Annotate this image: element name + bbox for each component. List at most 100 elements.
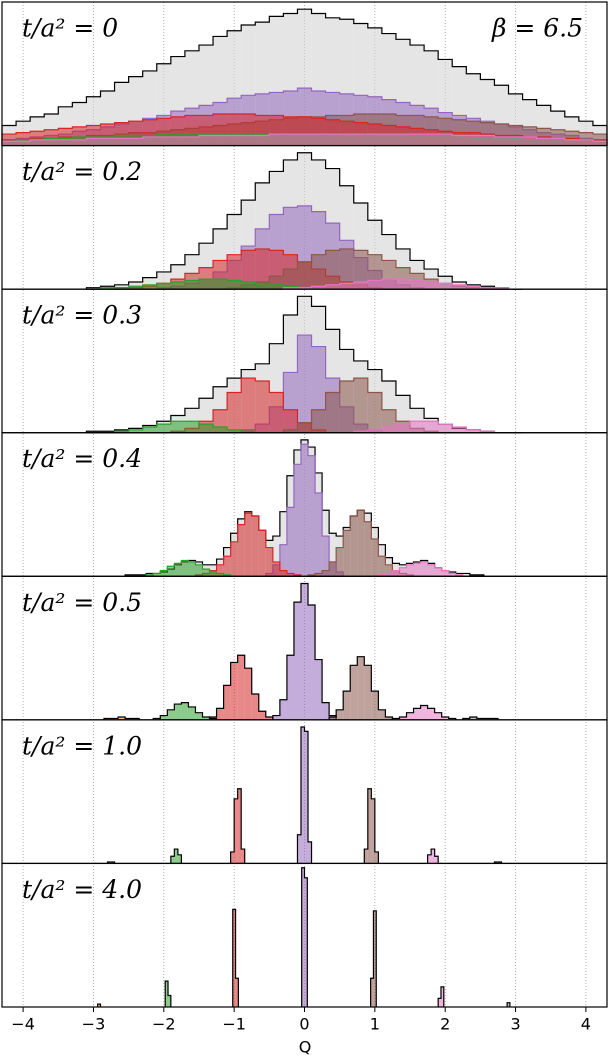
histogram-bar: [424, 281, 439, 290]
histogram-bar: [139, 574, 147, 577]
histogram-bar: [132, 574, 140, 577]
histogram-bar: [406, 712, 414, 720]
histogram-bar: [160, 570, 168, 577]
histogram-bar: [308, 455, 316, 577]
histogram-bar: [100, 431, 115, 433]
histogram-bar: [244, 513, 252, 577]
histogram-bar: [213, 426, 228, 433]
histogram-bar: [216, 564, 224, 577]
histogram-bar: [107, 861, 112, 864]
histogram-bar: [86, 287, 101, 290]
histogram-bar: [469, 574, 477, 577]
histogram-bar: [438, 424, 453, 433]
histogram-bar: [272, 561, 280, 577]
histogram-bar: [114, 431, 129, 433]
histogram-bar: [434, 856, 439, 864]
histogram-bar: [357, 656, 365, 720]
histogram-bar: [125, 574, 133, 577]
histogram-bar: [367, 429, 382, 433]
histogram-bar: [111, 861, 115, 864]
histogram-bar: [255, 381, 270, 433]
histogram-bar: [272, 536, 280, 577]
histogram-bar: [156, 136, 171, 146]
histogram-bar: [188, 706, 196, 720]
histogram-bar: [293, 464, 301, 577]
panel-label: t/a² = 4.0: [22, 875, 142, 904]
histogram-bar: [188, 561, 196, 577]
histogram-bar: [142, 277, 157, 290]
histogram-outline: [1, 113, 608, 146]
histogram-bar: [353, 378, 368, 433]
histogram-bar: [227, 392, 242, 433]
histogram-bar: [329, 716, 337, 720]
histogram-bar: [452, 135, 467, 146]
histogram-outline: [85, 152, 523, 290]
histogram-bar: [114, 284, 129, 290]
histogram-bar: [279, 511, 287, 577]
histogram-bar: [311, 134, 326, 146]
histogram-bar: [30, 139, 45, 146]
histogram-bar: [395, 279, 411, 290]
histogram-bar: [181, 560, 189, 577]
histogram-outline: [97, 1003, 102, 1007]
histogram-bar: [427, 708, 435, 720]
x-axis-label: Q: [299, 1038, 312, 1057]
histogram-bar: [336, 547, 344, 577]
histogram-outline: [493, 861, 503, 864]
histogram-bar: [381, 279, 396, 290]
histogram-bar: [170, 136, 185, 146]
histogram-bar: [325, 134, 340, 146]
histogram-bar: [241, 250, 256, 290]
histogram-bar: [438, 134, 453, 146]
histogram-bar: [258, 711, 266, 720]
histogram-outline: [506, 1002, 511, 1007]
histogram-bar: [392, 718, 400, 720]
histogram-bar: [476, 574, 484, 577]
histogram-bar: [97, 1004, 101, 1007]
histogram-bar: [550, 138, 565, 146]
x-tick-label: 4: [581, 1015, 591, 1034]
histogram-bar: [448, 718, 456, 720]
histogram-bar: [293, 574, 301, 577]
histogram-outline: [152, 702, 218, 720]
x-tick-label: −3: [82, 1015, 106, 1034]
histogram-bar: [480, 287, 495, 290]
histogram-bar: [452, 284, 467, 290]
histogram-outline: [1, 133, 608, 146]
histogram-bar: [385, 573, 393, 577]
histogram-bar: [255, 283, 270, 290]
histogram-bar: [258, 530, 266, 577]
histogram-bar: [353, 250, 368, 290]
histogram-bar: [462, 573, 470, 577]
histogram-bar: [339, 381, 354, 433]
histogram-bar: [300, 727, 305, 864]
panel-label: t/a² = 0.3: [22, 301, 142, 330]
histogram-bar: [494, 287, 509, 290]
panel-label: t/a² = 1.0: [22, 731, 142, 760]
histogram-bar: [142, 136, 157, 146]
histogram-bar: [209, 571, 217, 577]
histogram-bar: [322, 702, 330, 720]
histogram-bar: [184, 280, 199, 290]
histogram-bar: [184, 136, 199, 146]
histogram-bar: [434, 567, 442, 577]
histogram-bar: [251, 515, 259, 577]
histogram-bar: [297, 134, 312, 146]
histogram-bar: [297, 335, 312, 433]
histogram-bar: [315, 493, 323, 577]
histogram-bar: [118, 716, 126, 720]
histogram-bar: [234, 798, 238, 864]
histogram-bar: [213, 135, 228, 146]
histogram-bar: [308, 574, 316, 577]
histogram-bar: [480, 135, 495, 146]
histogram-bar: [283, 429, 298, 433]
histogram-bar: [378, 709, 386, 720]
histogram-bar: [329, 533, 337, 577]
histogram-bar: [371, 798, 375, 864]
histogram-bar: [413, 563, 421, 577]
histogram-bar: [364, 665, 372, 720]
histogram-outline: [164, 980, 172, 1007]
histogram-bar: [255, 135, 270, 146]
histogram-bar: [181, 702, 189, 720]
histogram-bar: [367, 392, 382, 433]
